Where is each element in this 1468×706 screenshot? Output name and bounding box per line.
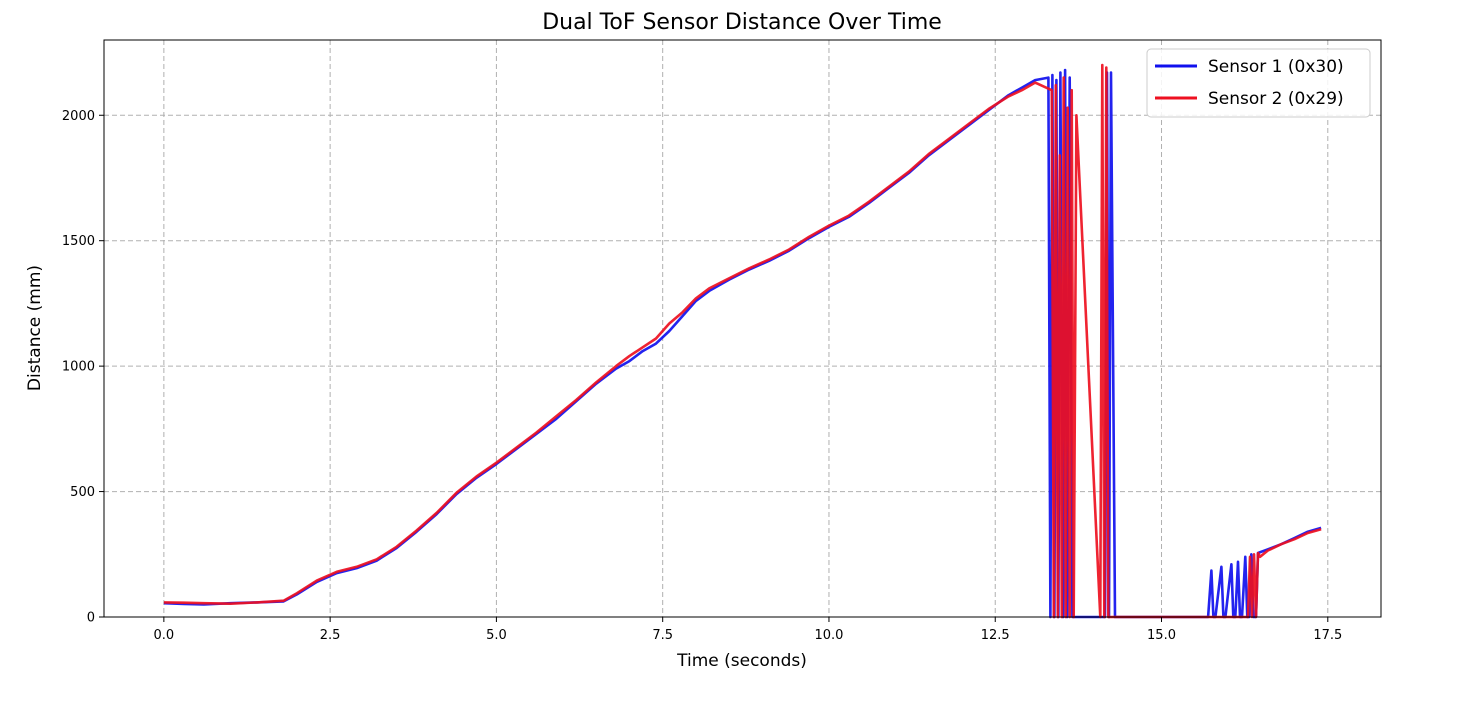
- y-axis-label: Distance (mm): [25, 265, 45, 391]
- series-line-sensor-1: [163, 68, 1322, 619]
- axes-ticks: 0.0 2.5 5.0 7.5 10.0 12.5 15.0 17.5 0 500 1000 1500…: [62, 109, 1342, 643]
- y-tick-label: 2000: [62, 109, 95, 124]
- plot-frame: [103, 39, 1382, 618]
- x-axis-label: Time (seconds): [676, 651, 807, 671]
- chart-title: Dual ToF Sensor Distance Over Time: [542, 10, 942, 35]
- legend-box: [1146, 48, 1371, 118]
- x-tick-label: 15.0: [1147, 628, 1176, 643]
- legend-label-sensor-2: Sensor 2 (0x29): [1208, 89, 1344, 109]
- x-tick-label: 5.0: [486, 628, 507, 643]
- x-tick-label: 2.5: [320, 628, 341, 643]
- series-line-sensor-2: [163, 63, 1322, 619]
- y-tick-label: 0: [87, 611, 95, 626]
- legend-label-sensor-1: Sensor 1 (0x30): [1208, 57, 1344, 77]
- series-layer: [163, 63, 1322, 619]
- x-tick-label: 0.0: [154, 628, 175, 643]
- x-tick-label: 7.5: [652, 628, 673, 643]
- y-tick-label: 1000: [62, 360, 95, 375]
- y-tick-label: 1500: [62, 234, 95, 249]
- grid: [104, 40, 1381, 618]
- x-tick-label: 10.0: [814, 628, 843, 643]
- x-tick-label: 12.5: [981, 628, 1010, 643]
- legend: Sensor 1 (0x30) Sensor 2 (0x29): [1146, 48, 1371, 118]
- y-tick-label: 500: [70, 485, 95, 500]
- x-tick-label: 17.5: [1313, 628, 1342, 643]
